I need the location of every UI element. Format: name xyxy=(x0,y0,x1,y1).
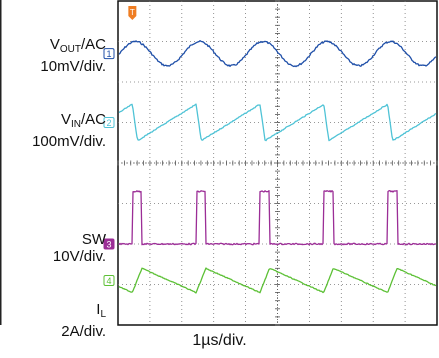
channel-4-marker xyxy=(103,274,115,286)
channel-1-marker-label: 1 xyxy=(106,49,111,59)
timebase-label: 1µs/div. xyxy=(192,332,247,349)
channel-1-label: VOUT/AC 10mV/div. xyxy=(40,36,106,75)
traces xyxy=(118,40,437,294)
channel-markers: 1 2 3 4 T xyxy=(103,6,137,286)
channel-2-marker xyxy=(103,117,115,128)
trigger-marker xyxy=(128,6,137,20)
channel-4-trace xyxy=(118,267,437,294)
left-divider xyxy=(0,0,2,325)
channel-3-label: SW 10V/div. xyxy=(53,231,106,265)
channel-3-trace xyxy=(118,190,437,246)
channel-2-trace xyxy=(118,103,437,142)
channel-1-trace xyxy=(118,40,437,68)
channel-3-marker-label: 3 xyxy=(106,240,111,250)
grid xyxy=(117,0,438,326)
channel-3-marker xyxy=(103,238,115,250)
channel-3-name: SW xyxy=(81,231,106,248)
channel-1-marker xyxy=(103,48,115,60)
channel-4-scale: 2A/div. xyxy=(61,323,106,340)
channel-2-label: VIN/AC 100mV/div. xyxy=(32,111,106,150)
channel-1-scale: 10mV/div. xyxy=(40,58,106,75)
channel-4-marker-label: 4 xyxy=(106,276,111,286)
channel-2-scale: 100mV/div. xyxy=(32,133,106,150)
trigger-marker-label: T xyxy=(130,8,135,17)
channel-3-scale: 10V/div. xyxy=(52,248,106,265)
channel-2-marker-label: 2 xyxy=(106,118,111,128)
channel-4-label: IL 2A/div. xyxy=(61,301,106,340)
